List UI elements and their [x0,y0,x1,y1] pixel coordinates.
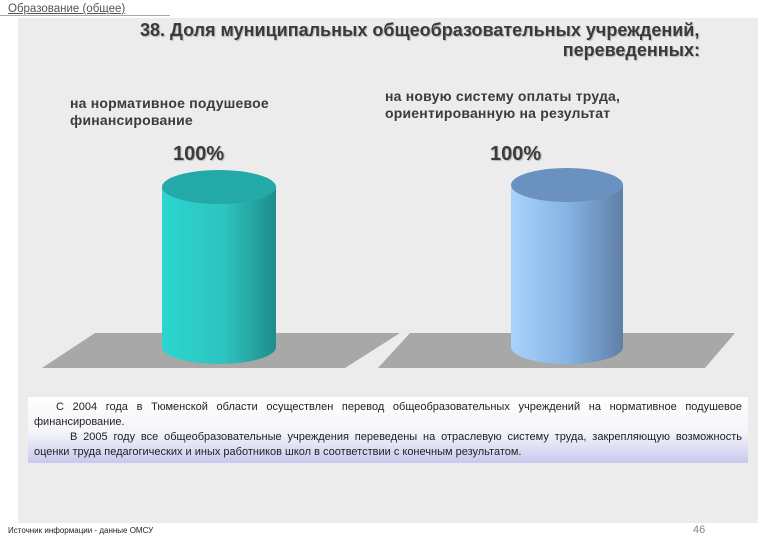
title-line-2: переведенных: [562,40,700,60]
section-divider [0,15,170,16]
chart-left-caption: на нормативное подушевое финансирование [70,95,360,129]
page-number: 46 [693,524,706,536]
left-cylinder-top [162,170,276,204]
caption-line: финансирование [70,112,193,128]
chart-right-caption: на новую систему оплаты труда, ориентиро… [385,88,705,122]
title-line-1: 38. Доля муниципальных общеобразовательн… [140,20,700,40]
note-paragraph-1: С 2004 года в Тюменской области осуществ… [34,401,742,428]
right-cylinder-top [511,168,623,202]
note-paragraph-2: В 2005 году все общеобразовательные учре… [34,431,742,458]
caption-line: ориентированную на результат [385,105,611,121]
source-note: Источник информации - данные ОМСУ [8,526,154,535]
caption-line: на новую систему оплаты труда, [385,88,621,104]
caption-line: на нормативное подушевое [70,95,269,111]
section-tag[interactable]: Образование (общее) [8,3,126,15]
left-bar-data-label: 100% [173,143,225,165]
page-title: 38. Доля муниципальных общеобразовательн… [130,20,700,60]
right-bar-data-label: 100% [490,143,542,165]
note-textbox: С 2004 года в Тюменской области осуществ… [28,397,748,463]
left-cylinder-bar [162,187,276,364]
right-cylinder-bar [511,185,623,364]
